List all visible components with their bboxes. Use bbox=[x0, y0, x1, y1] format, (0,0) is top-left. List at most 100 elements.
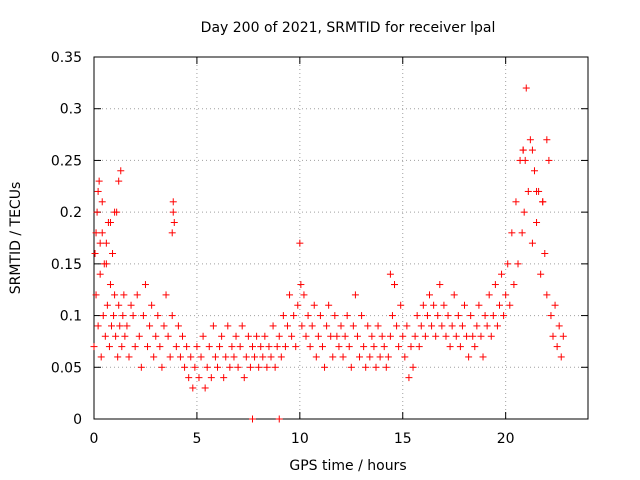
data-point bbox=[500, 312, 508, 320]
data-point bbox=[533, 218, 541, 226]
data-point bbox=[341, 332, 349, 340]
data-point bbox=[207, 374, 215, 382]
data-point bbox=[290, 312, 298, 320]
data-point bbox=[156, 343, 164, 351]
y-tick-label: 0.15 bbox=[51, 257, 82, 273]
data-point bbox=[397, 301, 405, 309]
data-point bbox=[181, 363, 189, 371]
data-point bbox=[370, 343, 378, 351]
y-axis-title: SRMTID / TECUs bbox=[8, 182, 24, 295]
data-point bbox=[166, 353, 174, 361]
data-point bbox=[133, 291, 141, 299]
data-point bbox=[331, 312, 339, 320]
data-point bbox=[308, 322, 316, 330]
data-point bbox=[413, 312, 421, 320]
data-point bbox=[93, 208, 101, 216]
data-point bbox=[374, 322, 382, 330]
data-point bbox=[281, 343, 289, 351]
data-point bbox=[356, 353, 364, 361]
data-point bbox=[152, 332, 160, 340]
data-point bbox=[553, 343, 561, 351]
data-point bbox=[141, 281, 149, 289]
data-point bbox=[421, 332, 429, 340]
data-point bbox=[461, 301, 468, 309]
data-point bbox=[148, 301, 156, 309]
data-point bbox=[504, 260, 512, 268]
x-tick-label: 20 bbox=[497, 431, 515, 447]
data-point bbox=[438, 322, 446, 330]
data-point bbox=[110, 312, 118, 320]
x-tick-label: 5 bbox=[192, 431, 201, 447]
data-point bbox=[123, 322, 131, 330]
data-point bbox=[169, 198, 177, 206]
data-point bbox=[187, 353, 195, 361]
data-point bbox=[168, 229, 176, 237]
data-point bbox=[327, 332, 335, 340]
data-point bbox=[465, 353, 473, 361]
data-point bbox=[339, 353, 347, 361]
data-point bbox=[549, 332, 557, 340]
data-point bbox=[267, 353, 275, 361]
data-point bbox=[539, 198, 547, 206]
data-point bbox=[216, 343, 224, 351]
data-point bbox=[259, 353, 267, 361]
data-point bbox=[94, 187, 102, 195]
data-point bbox=[240, 374, 248, 382]
data-point bbox=[273, 343, 281, 351]
data-point bbox=[409, 363, 417, 371]
data-point bbox=[557, 353, 565, 361]
data-point bbox=[378, 332, 386, 340]
data-point bbox=[205, 343, 213, 351]
data-point bbox=[137, 363, 145, 371]
data-point bbox=[386, 270, 394, 278]
grid-lines bbox=[94, 57, 588, 419]
data-point bbox=[162, 291, 170, 299]
data-point bbox=[203, 363, 211, 371]
data-point bbox=[382, 363, 390, 371]
data-point bbox=[288, 332, 296, 340]
data-point bbox=[479, 353, 487, 361]
data-point bbox=[201, 384, 209, 392]
data-point bbox=[364, 322, 372, 330]
data-point bbox=[446, 343, 454, 351]
data-point bbox=[399, 332, 407, 340]
data-point bbox=[448, 322, 456, 330]
data-point bbox=[312, 353, 320, 361]
data-point bbox=[432, 332, 440, 340]
data-point bbox=[360, 343, 368, 351]
data-point bbox=[393, 322, 401, 330]
data-point bbox=[195, 374, 203, 382]
data-point bbox=[537, 270, 545, 278]
data-point bbox=[310, 301, 318, 309]
data-point bbox=[485, 291, 493, 299]
data-point bbox=[255, 363, 263, 371]
data-point bbox=[121, 332, 129, 340]
data-point bbox=[329, 353, 337, 361]
data-point bbox=[481, 312, 489, 320]
data-point bbox=[380, 343, 388, 351]
data-point bbox=[506, 301, 514, 309]
data-point bbox=[386, 332, 394, 340]
data-point bbox=[111, 291, 119, 299]
data-point bbox=[236, 343, 244, 351]
data-point bbox=[183, 343, 191, 351]
data-point bbox=[345, 343, 353, 351]
y-tick-label: 0.3 bbox=[60, 102, 82, 118]
data-point bbox=[428, 322, 436, 330]
data-point bbox=[366, 353, 374, 361]
data-point bbox=[125, 353, 133, 361]
data-point bbox=[440, 301, 448, 309]
data-point bbox=[98, 198, 106, 206]
data-point bbox=[214, 363, 221, 371]
data-point bbox=[275, 415, 283, 423]
data-point bbox=[230, 353, 238, 361]
data-point bbox=[405, 374, 413, 382]
data-point bbox=[170, 218, 178, 226]
chart-title: Day 200 of 2021, SRMTID for receiver lpa… bbox=[201, 20, 496, 36]
data-point bbox=[512, 198, 520, 206]
data-point bbox=[502, 291, 510, 299]
data-point bbox=[164, 332, 172, 340]
data-point bbox=[522, 84, 530, 92]
data-point bbox=[234, 363, 242, 371]
data-point bbox=[442, 332, 450, 340]
